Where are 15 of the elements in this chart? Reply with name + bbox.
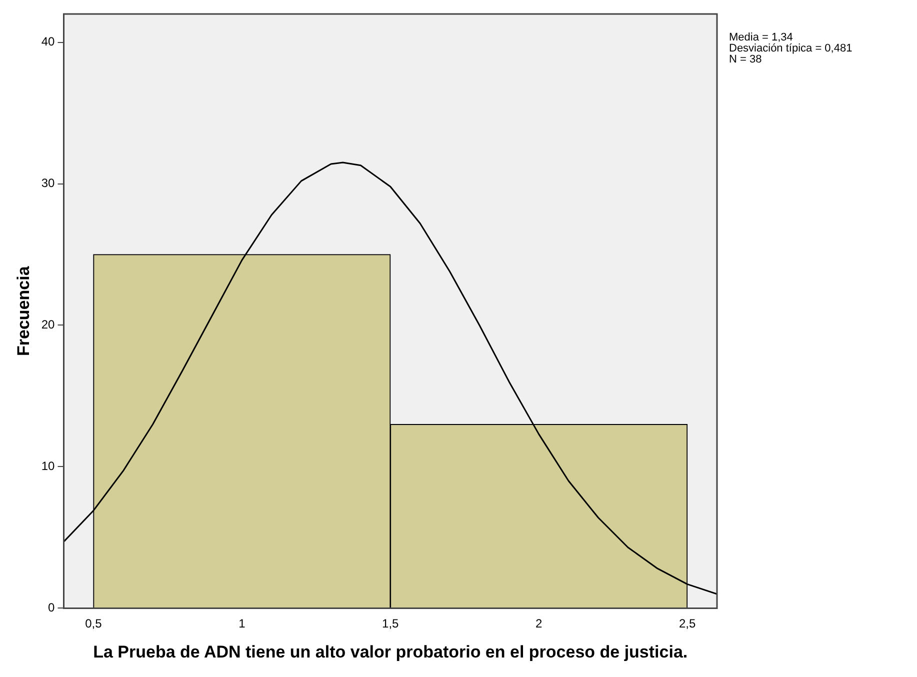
y-tick-label: 10 bbox=[41, 459, 56, 474]
y-tick-label: 40 bbox=[41, 34, 56, 49]
y-axis-title: Frecuencia bbox=[14, 266, 33, 356]
y-tick-label: 0 bbox=[48, 600, 56, 615]
text: Media = 1,34 bbox=[729, 32, 793, 44]
x-axis-title: La Prueba de ADN tiene un alto valor probatorio en el proceso de justicia. bbox=[93, 642, 688, 662]
text: Desviación típica = 0,481 bbox=[729, 42, 852, 55]
x-tick-label: 2 bbox=[535, 616, 542, 631]
x-tick-label: 1 bbox=[238, 616, 246, 631]
x-tick-label: 1,5 bbox=[382, 616, 400, 631]
x-tick-label: 0,5 bbox=[85, 616, 102, 631]
y-tick-label: 30 bbox=[41, 176, 56, 190]
y-tick-label: 20 bbox=[41, 318, 56, 332]
x-tick-label: 2,5 bbox=[678, 616, 696, 631]
text: N = 38 bbox=[729, 54, 762, 66]
